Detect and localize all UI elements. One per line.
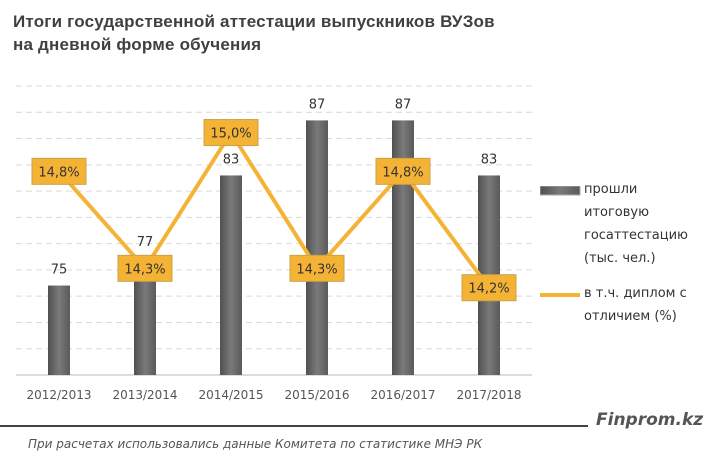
chart-title: Итоги государственной аттестации выпускн… (13, 10, 495, 56)
line-value-label: 14,3% (124, 262, 165, 277)
bar-value-label: 87 (395, 97, 412, 112)
x-tick-label: 2014/2015 (198, 388, 263, 402)
line-value-label: 14,2% (468, 282, 509, 297)
source-note: При расчетах использовались данные Комит… (28, 437, 483, 451)
legend-label-line: в т.ч. диплом с отличием (%) (584, 282, 687, 328)
bar (306, 120, 328, 376)
bar (48, 285, 70, 375)
line-label-box (117, 254, 173, 282)
bar-value-label: 77 (137, 235, 154, 250)
line-label-box (375, 157, 431, 185)
x-tick-label: 2012/2013 (26, 388, 91, 402)
legend-swatch-line (540, 293, 580, 297)
bar (220, 175, 242, 375)
line-label-box (31, 157, 87, 185)
line-series (57, 128, 491, 289)
line-value-label: 14,8% (382, 165, 423, 180)
title-line-2: на дневной форме обучения (13, 35, 262, 54)
footer-divider (0, 425, 588, 427)
legend-line: (тыс. чел.) (584, 251, 656, 266)
legend-line: итоговую (584, 205, 650, 220)
line-value-label: 15,0% (210, 127, 251, 142)
line-value-label: 14,8% (38, 165, 79, 180)
legend-line: прошли (584, 182, 638, 197)
legend-line: в т.ч. диплом с (584, 286, 687, 301)
line-label-box (461, 274, 517, 302)
bar-value-label: 83 (223, 152, 240, 167)
line-label-box (203, 119, 259, 147)
bar-value-label: 83 (481, 152, 498, 167)
legend-line: отличием (%) (584, 309, 677, 324)
line-label-box (289, 254, 345, 282)
x-tick-label: 2013/2014 (112, 388, 177, 402)
legend-label-bars: прошли итоговую госаттестацию (тыс. чел.… (584, 178, 688, 270)
bar-value-label: 87 (309, 97, 326, 112)
bar-value-label: 75 (51, 263, 68, 278)
legend-swatch-bar (540, 186, 581, 196)
x-tick-label: 2017/2018 (456, 388, 521, 402)
brand-logo: Finprom.kz (596, 410, 704, 430)
line-value-label: 14,3% (296, 262, 337, 277)
x-tick-label: 2015/2016 (284, 388, 349, 402)
bar (134, 258, 156, 375)
legend-line: госаттестацию (584, 228, 688, 243)
title-line-1: Итоги государственной аттестации выпускн… (13, 12, 495, 31)
x-tick-label: 2016/2017 (370, 388, 435, 402)
